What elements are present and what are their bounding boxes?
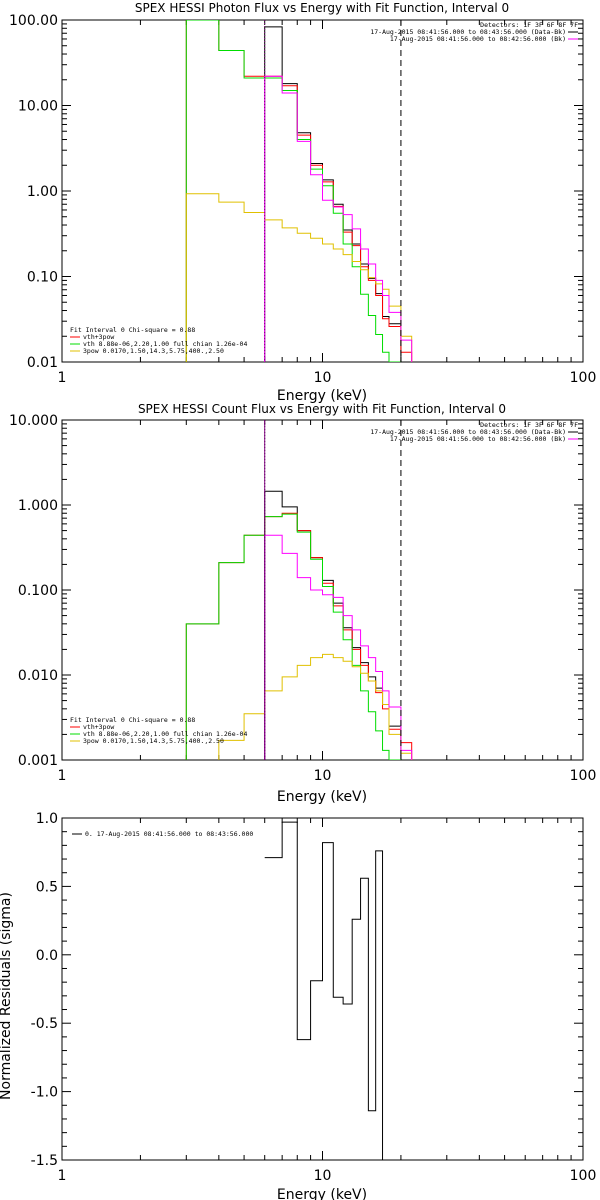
photon-flux-panel: SPEX HESSI Photon Flux vs Energy with Fi… xyxy=(9,1,596,404)
photon-flux-title: SPEX HESSI Photon Flux vs Energy with Fi… xyxy=(135,1,509,15)
y-tick-label: -1.5 xyxy=(31,1153,58,1169)
y-tick-label: 0.0 xyxy=(36,948,58,964)
x-tick-label: 1 xyxy=(58,1168,67,1184)
y-tick-label: 100.00 xyxy=(9,13,58,29)
series-line-3pow xyxy=(185,193,413,362)
legend-text: vth+3pow xyxy=(83,723,114,731)
plot-area xyxy=(185,20,413,362)
count-flux-panel: SPEX HESSI Count Flux vs Energy with Fit… xyxy=(9,402,596,805)
legend-text: vth+3pow xyxy=(83,333,114,341)
y-tick-label: 1.0 xyxy=(36,811,58,827)
x-tick-label: 1 xyxy=(58,768,67,784)
legend-text: Fit Interval 0 Chi-square = 0.88 xyxy=(70,326,195,334)
y-tick-label: 0.10 xyxy=(27,270,58,286)
info-text: 17-Aug-2015 08:41:56.000 to 08:43:56.000… xyxy=(370,428,566,436)
series-line-0. 17-Aug-2015 08:41:56.000 to 08:43:56.000 xyxy=(264,821,389,1160)
residuals-xlabel: Energy (keV) xyxy=(277,1187,367,1200)
series-line-3pow xyxy=(218,653,413,760)
legend-text: 3pow 0.0170,1.50,14.3,5.75,400.,2.50 xyxy=(83,347,224,355)
info-text: 17-Aug-2015 08:41:56.000 to 08:42:56.000… xyxy=(390,435,566,443)
y-tick-label: 10.000 xyxy=(9,413,58,429)
legend-text: vth 8.88e-06,2.20,1.00 full chian 1.26e-… xyxy=(83,730,247,738)
y-tick-label: -0.5 xyxy=(31,1016,58,1032)
series-line-data xyxy=(264,490,402,760)
plot-area xyxy=(185,420,413,760)
info-text: 17-Aug-2015 08:41:56.000 to 08:43:56.000… xyxy=(370,28,566,36)
y-tick-label: 1.00 xyxy=(27,184,58,200)
legend-text: 3pow 0.0170,1.50,14.3,5.75,400.,2.50 xyxy=(83,737,224,745)
series-line-background xyxy=(264,75,413,362)
x-tick-label: 10 xyxy=(314,370,332,386)
series-line-vth+3pow xyxy=(185,512,413,760)
y-tick-label: 0.5 xyxy=(36,879,58,895)
count-flux-xlabel: Energy (keV) xyxy=(277,789,367,805)
y-tick-label: 0.010 xyxy=(18,668,58,684)
y-tick-label: 1.000 xyxy=(18,498,58,514)
x-tick-label: 1 xyxy=(58,370,67,386)
x-tick-label: 100 xyxy=(570,370,597,386)
residuals-panel: Energy (keV) Normalized Residuals (sigma… xyxy=(0,811,596,1200)
series-line-vth+3pow xyxy=(185,20,413,362)
series-line-vth xyxy=(185,20,401,362)
series-line-background xyxy=(264,534,413,760)
x-tick-label: 10 xyxy=(314,768,332,784)
y-tick-label: 0.01 xyxy=(27,355,58,371)
series-line-vth xyxy=(185,513,401,760)
legend-text: vth 8.88e-06,2.20,1.00 full chian 1.26e-… xyxy=(83,340,247,348)
y-tick-label: 10.00 xyxy=(18,99,58,115)
info-text: 17-Aug-2015 08:41:56.000 to 08:42:56.000… xyxy=(390,35,566,43)
count-flux-title: SPEX HESSI Count Flux vs Energy with Fit… xyxy=(138,402,506,416)
info-text: Detectors: 1F 3F 6F 8F 7F xyxy=(480,421,578,429)
x-tick-label: 100 xyxy=(570,1168,597,1184)
photon-flux-xlabel: Energy (keV) xyxy=(277,388,367,404)
y-tick-label: 0.100 xyxy=(18,583,58,599)
residuals-ylabel: Normalized Residuals (sigma) xyxy=(0,892,14,1100)
legend-text: 0. 17-Aug-2015 08:41:56.000 to 08:43:56.… xyxy=(85,830,253,838)
x-tick-label: 10 xyxy=(314,1168,332,1184)
x-tick-label: 100 xyxy=(570,768,597,784)
info-text: Detectors: 1F 3F 6F 8F 7F xyxy=(480,21,578,29)
y-tick-label: -1.0 xyxy=(31,1085,58,1101)
legend-text: Fit Interval 0 Chi-square = 0.88 xyxy=(70,716,195,724)
y-tick-label: 0.001 xyxy=(18,753,58,769)
plot-area xyxy=(264,821,389,1160)
